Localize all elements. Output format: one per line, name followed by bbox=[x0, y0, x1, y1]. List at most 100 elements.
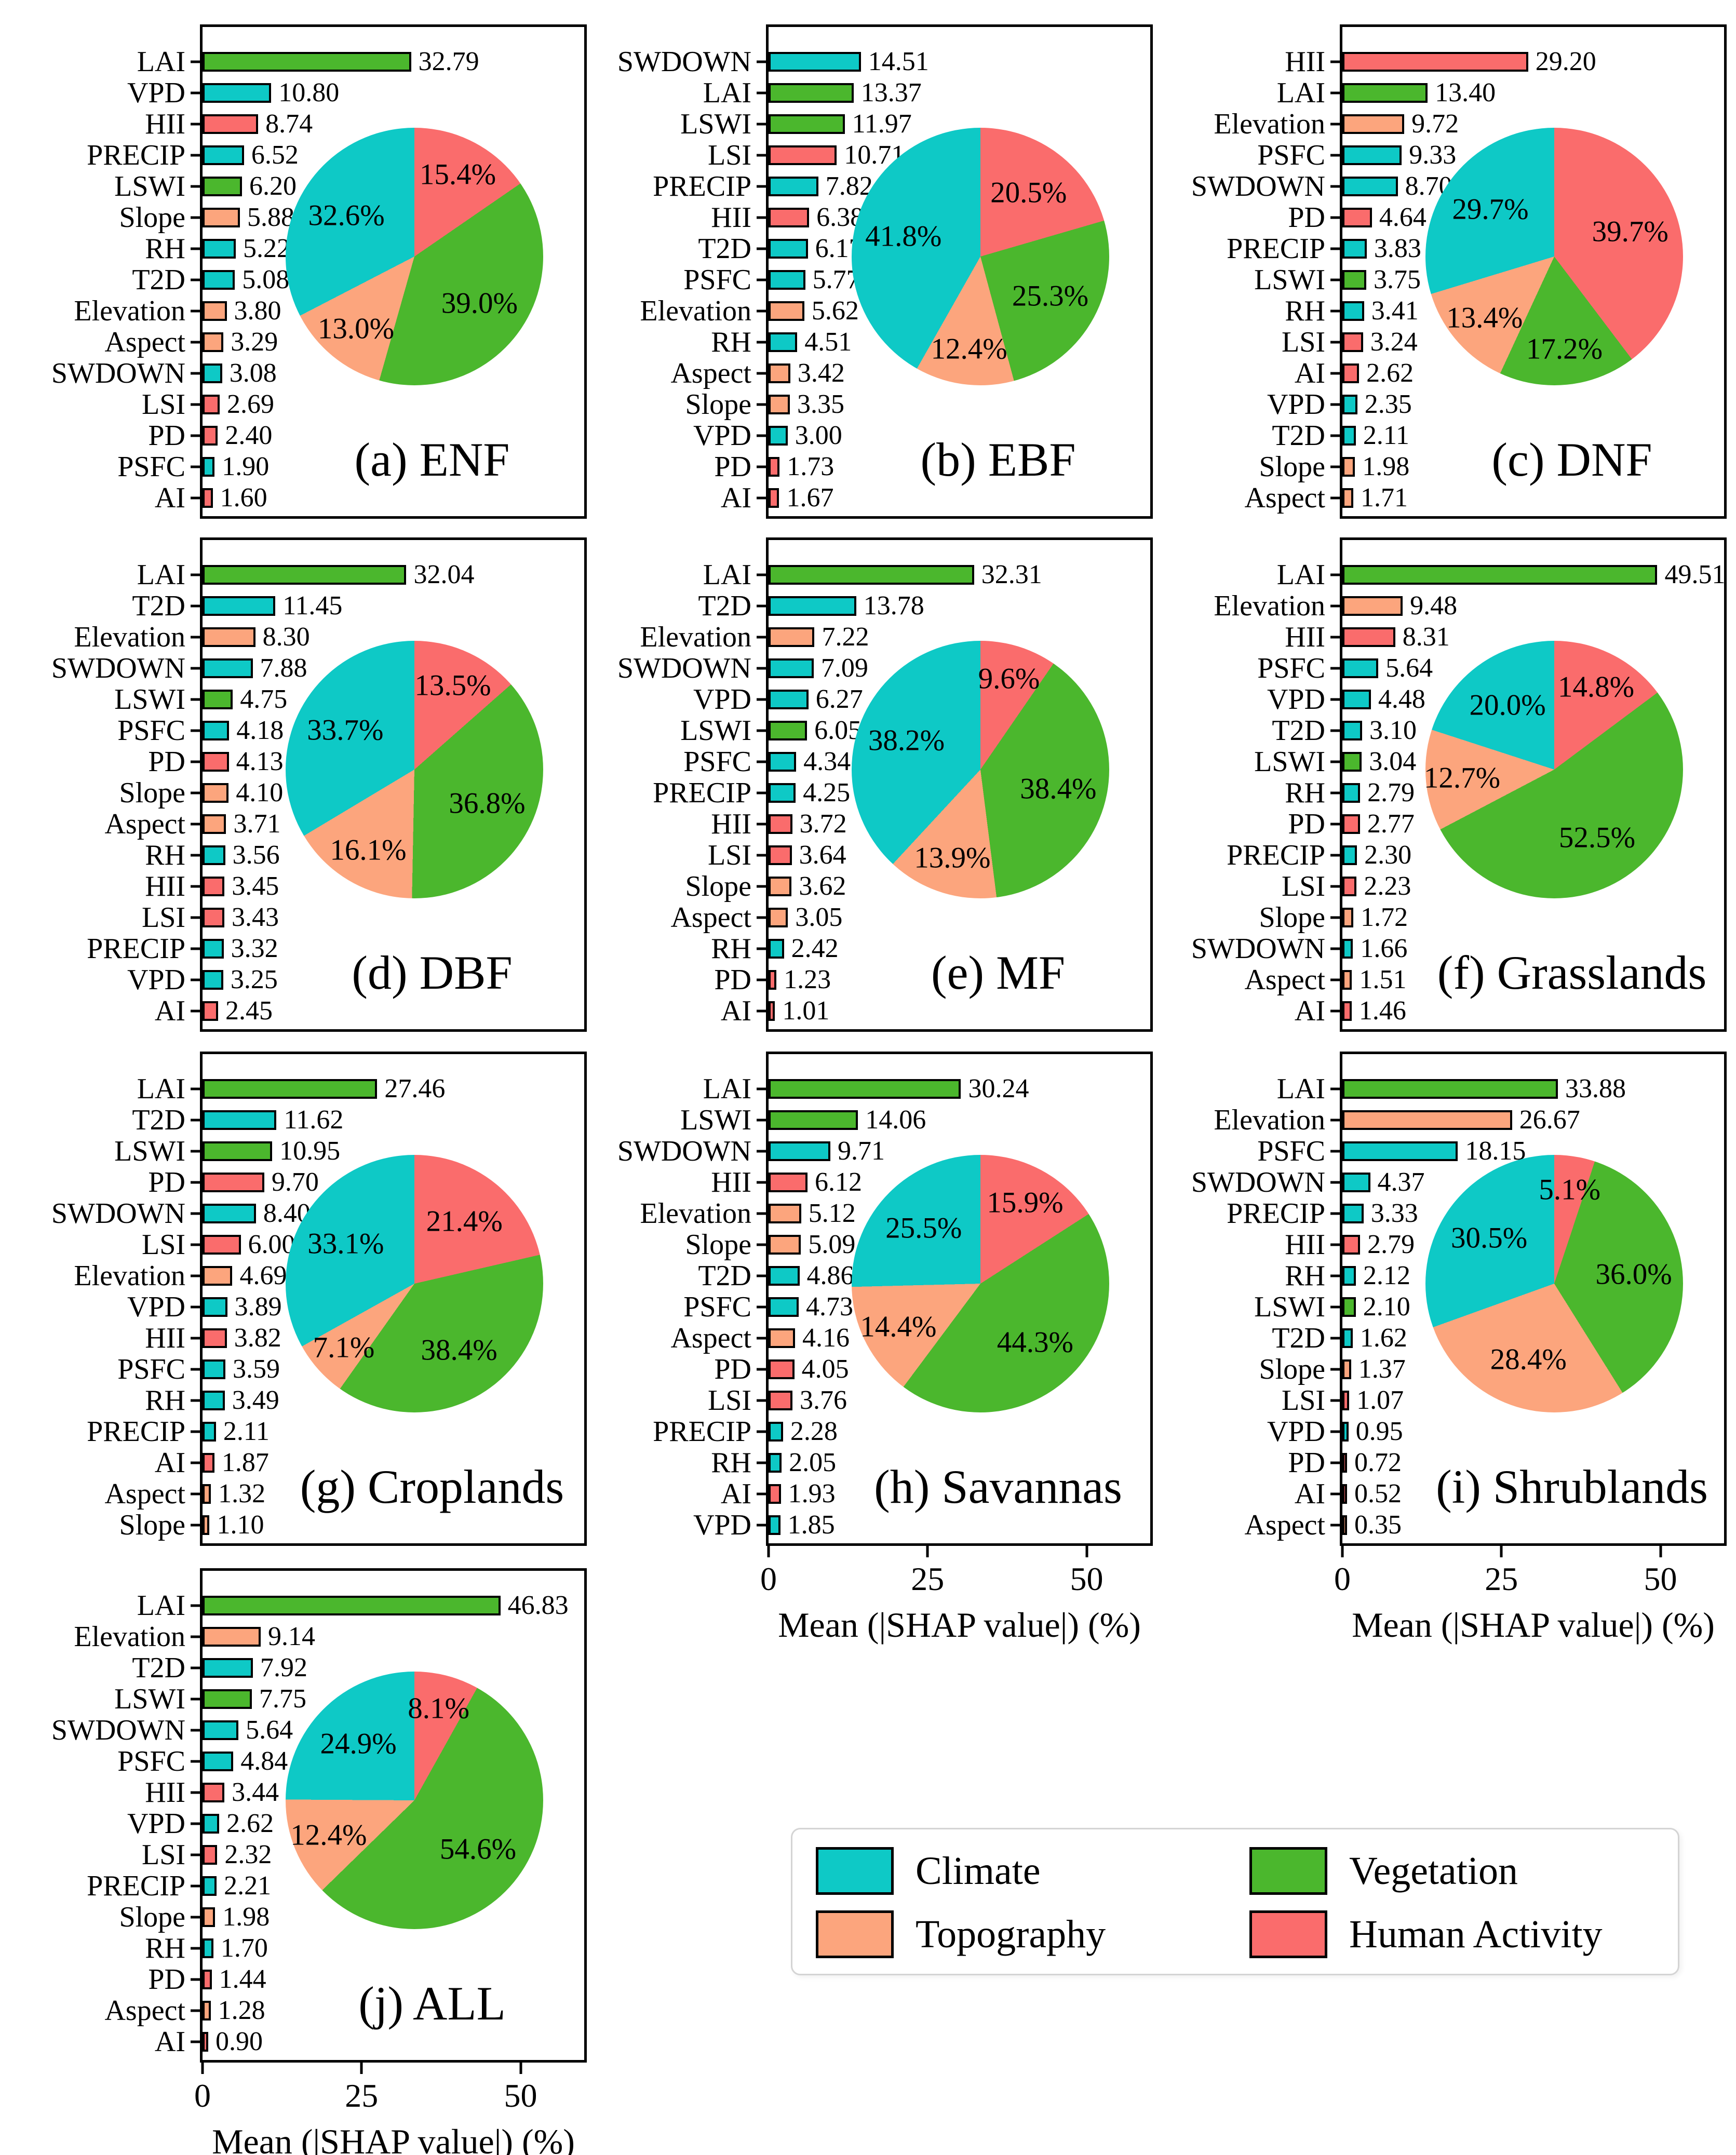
shap-bar bbox=[769, 845, 792, 865]
y-tick-mark bbox=[1330, 823, 1340, 826]
x-tick-label: 25 bbox=[911, 1560, 945, 1597]
pie-percentage-label: 8.1% bbox=[408, 1692, 470, 1725]
feature-label: RH bbox=[145, 233, 185, 265]
y-tick-mark bbox=[757, 604, 766, 608]
shap-bar bbox=[769, 1515, 780, 1535]
pie-percentage-label: 54.6% bbox=[439, 1833, 517, 1866]
shap-bar bbox=[769, 627, 815, 647]
feature-label: LSI bbox=[142, 1229, 185, 1261]
shap-bar bbox=[1342, 1453, 1347, 1473]
feature-label: Elevation bbox=[74, 295, 185, 327]
feature-label: LSWI bbox=[680, 108, 751, 140]
bar-value-label: 5.22 bbox=[243, 234, 290, 263]
shap-bar bbox=[769, 1204, 801, 1223]
bar-value-label: 6.05 bbox=[814, 716, 862, 745]
feature-label: LAI bbox=[703, 559, 751, 591]
bar-value-label: 2.40 bbox=[225, 421, 273, 450]
bar-value-label: 9.48 bbox=[1410, 591, 1458, 621]
bar-value-label: 1.37 bbox=[1358, 1354, 1406, 1384]
shap-bar bbox=[1342, 565, 1658, 585]
y-tick-mark bbox=[1330, 604, 1340, 608]
shap-bar bbox=[1342, 114, 1405, 134]
bar-value-label: 3.56 bbox=[232, 840, 280, 870]
bar-value-label: 3.29 bbox=[231, 327, 278, 357]
bar-value-label: 3.82 bbox=[234, 1323, 281, 1353]
shap-bar bbox=[203, 426, 218, 446]
bar-value-label: 6.27 bbox=[815, 684, 863, 714]
feature-label: VPD bbox=[127, 77, 185, 109]
shap-bar bbox=[203, 1938, 213, 1958]
feature-label: PD bbox=[714, 1353, 751, 1385]
legend-label: Vegetation bbox=[1349, 1849, 1518, 1893]
feature-label: Aspect bbox=[1244, 964, 1325, 996]
bar-value-label: 2.45 bbox=[225, 996, 273, 1026]
feature-label: AI bbox=[154, 2026, 185, 2058]
feature-label: RH bbox=[145, 1384, 185, 1417]
legend-label: Climate bbox=[916, 1849, 1041, 1893]
y-tick-mark bbox=[1330, 1305, 1340, 1309]
y-tick-mark bbox=[191, 1368, 200, 1371]
feature-label: PRECIP bbox=[1227, 233, 1325, 265]
feature-label: SWDOWN bbox=[51, 1714, 185, 1746]
shap-bar bbox=[1342, 1110, 1512, 1130]
bar-value-label: 3.76 bbox=[800, 1385, 847, 1415]
feature-label: PSFC bbox=[683, 746, 751, 778]
bar-value-label: 3.72 bbox=[799, 809, 847, 839]
bar-value-label: 5.12 bbox=[808, 1198, 856, 1228]
feature-label: SWDOWN bbox=[1191, 1166, 1325, 1198]
shap-bar bbox=[1342, 1297, 1356, 1317]
y-tick-mark bbox=[191, 341, 200, 344]
feature-label: PRECIP bbox=[653, 777, 751, 809]
y-tick-mark bbox=[757, 1119, 766, 1122]
y-tick-mark bbox=[191, 154, 200, 157]
shap-bar bbox=[203, 1359, 225, 1379]
bar-value-label: 4.69 bbox=[239, 1261, 287, 1290]
bar-value-label: 4.34 bbox=[803, 747, 851, 776]
y-tick-mark bbox=[757, 1461, 766, 1464]
feature-label: T2D bbox=[1272, 1322, 1325, 1354]
shap-bar bbox=[769, 1110, 858, 1130]
bar-value-label: 3.83 bbox=[1374, 234, 1421, 263]
y-tick-mark bbox=[757, 341, 766, 344]
y-tick-mark bbox=[191, 278, 200, 281]
bar-value-label: 1.28 bbox=[218, 1996, 265, 2025]
shap-bar bbox=[203, 877, 225, 896]
y-tick-mark bbox=[191, 1212, 200, 1215]
feature-label: LSI bbox=[1282, 326, 1325, 358]
bar-value-label: 1.07 bbox=[1356, 1385, 1404, 1415]
shap-bar bbox=[203, 395, 220, 414]
bar-value-label: 13.40 bbox=[1435, 78, 1496, 107]
shap-bar bbox=[769, 52, 861, 72]
bar-value-label: 1.23 bbox=[784, 965, 831, 994]
bar-value-label: 3.44 bbox=[232, 1777, 279, 1807]
feature-label: Slope bbox=[685, 870, 751, 903]
bar-value-label: 3.80 bbox=[234, 296, 281, 326]
pie-percentage-label: 20.5% bbox=[990, 176, 1067, 209]
bar-value-label: 1.62 bbox=[1360, 1323, 1407, 1353]
panel-title: (d) DBF bbox=[352, 946, 513, 999]
bar-value-label: 8.74 bbox=[265, 109, 313, 139]
bar-value-label: 4.37 bbox=[1377, 1167, 1425, 1197]
shap-bar bbox=[203, 488, 213, 508]
y-tick-mark bbox=[757, 760, 766, 763]
shap-bar bbox=[203, 1110, 277, 1130]
feature-label: SWDOWN bbox=[51, 357, 185, 389]
pie-percentage-label: 12.4% bbox=[931, 332, 1007, 366]
shap-bar bbox=[769, 1359, 795, 1379]
shap-bar bbox=[203, 1001, 218, 1021]
shap-bar bbox=[203, 845, 225, 865]
bar-value-label: 1.51 bbox=[1359, 965, 1407, 994]
feature-label: Aspect bbox=[104, 808, 185, 840]
y-tick-mark bbox=[757, 1305, 766, 1309]
y-tick-mark bbox=[191, 947, 200, 950]
shap-bar bbox=[1342, 596, 1403, 616]
pie-percentage-label: 36.8% bbox=[449, 787, 526, 820]
y-tick-mark bbox=[191, 1760, 200, 1763]
shap-bar bbox=[203, 1204, 256, 1223]
y-tick-mark bbox=[191, 1698, 200, 1701]
shap-bar bbox=[203, 239, 236, 259]
shap-bar bbox=[203, 177, 242, 196]
shap-bar bbox=[1342, 970, 1352, 990]
bar-value-label: 3.43 bbox=[232, 903, 279, 932]
shap-bar bbox=[769, 970, 777, 990]
